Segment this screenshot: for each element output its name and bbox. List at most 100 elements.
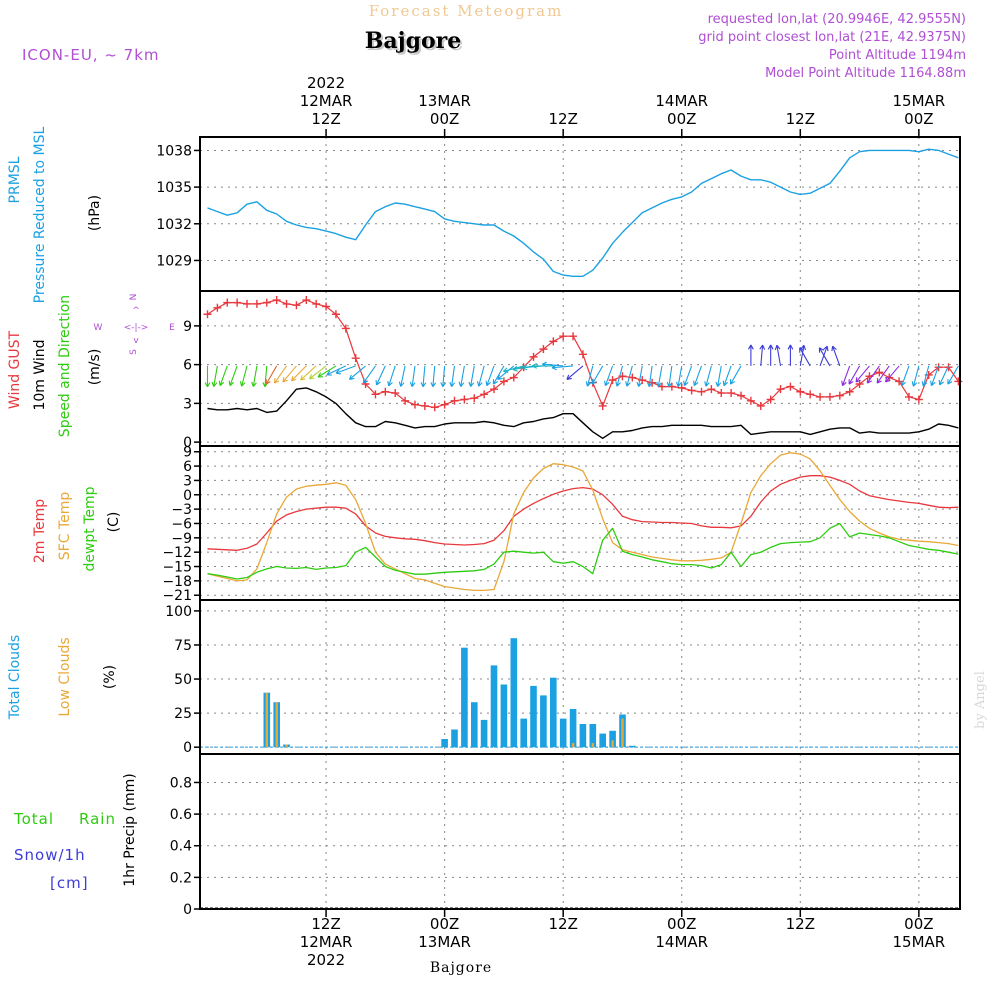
wind-gust-marker [203,310,212,319]
y-tick-label: 1029 [156,253,192,269]
wind-direction-arrow [300,365,317,381]
wind-direction-arrow [693,365,703,387]
wind-direction-arrow [947,365,959,385]
wind-gust-marker [470,394,479,403]
wind-gust-marker [361,380,370,388]
compass-up: ^ [132,306,140,316]
y-tick-label: 1035 [156,180,192,196]
total-cloud-bar [629,745,636,748]
wind-direction-arrow [666,365,673,388]
x-tick-label: 00Z [904,915,933,933]
x-tick-label: 12MAR [300,933,353,951]
wind-gust-marker [233,298,242,307]
wind-direction-arrow [566,365,584,380]
wind-gust-marker [954,377,963,386]
wind-direction-arrow [767,344,774,366]
wind-gust-marker [875,368,884,377]
y-tick-label: 3 [183,396,192,412]
total-cloud-bar [609,730,616,748]
wind-gust-marker [895,377,904,386]
wind-gust-marker [292,301,301,310]
wind-direction-arrow [228,365,238,387]
wind-gust-marker [816,392,825,401]
wind-gust-marker [351,354,360,363]
wind-gust-marker [657,382,666,391]
wind-gust-marker [223,298,232,307]
low-cloud-bar [265,692,268,748]
x-tick-label: 00Z [667,110,696,128]
wind-direction-arrow [911,365,920,387]
wind-direction-arrow [362,365,376,384]
panel-frame [199,136,961,292]
total-cloud-bar [520,718,527,748]
low-cloud-bar [591,743,594,748]
wind-direction-arrow [748,344,754,366]
grid-layer [200,137,960,910]
wind-direction-arrow [476,365,485,387]
wind-gust-marker [490,385,499,394]
wind-direction-arrow [398,365,406,387]
y-tick-label: 0 [183,435,192,451]
wind-10m-label: 10m Wind [32,339,48,410]
pressure-line [207,148,959,277]
frame-layer [194,129,961,917]
wind-direction-arrow [615,365,623,387]
wind-direction-arrow [818,347,831,367]
temp-units: (C) [106,512,122,533]
y-tick-label: 0 [183,740,192,756]
wind-direction-arrow [799,347,811,367]
wind-direction-arrow [430,365,437,388]
wind-direction-arrow [636,365,643,387]
x-tick-label: 13MAR [418,933,471,951]
wind-direction-arrow [774,344,782,367]
pressure-label-1: PRMSL [7,156,23,203]
wind-direction-arrow [492,365,505,385]
wind-direction-arrow [326,365,347,376]
temp-sfc-line [207,452,959,592]
wind-gust-marker [430,403,439,412]
wind-direction-arrow [449,365,456,388]
y-tick-label: −21 [162,588,192,604]
low-cloud-bar [571,743,575,748]
wind-direction-arrow [866,365,880,384]
wind-direction-arrow [938,365,949,386]
wind-direction-arrow [420,365,427,388]
wind-gust-marker [252,299,261,308]
total-cloud-bar [441,739,448,748]
wind-units: (m/s) [87,349,103,386]
bottom-location-label: Bajgore [430,960,492,976]
total-cloud-bar [530,685,537,748]
wind-gust-marker [569,332,578,341]
wind-direction-arrow [211,365,218,387]
x-tick-label: 12Z [786,915,815,933]
wind-direction-arrow [591,365,604,385]
wind-direction-arrow [265,365,278,385]
wind-gust-marker [272,296,281,305]
wind-gust-marker [845,387,854,396]
low-cloud-bar [285,744,288,748]
wind-gust-marker [381,387,390,396]
wind-gust-marker [420,401,429,410]
wind-gust-marker [697,387,706,396]
wind-direction-arrow [308,365,327,380]
y-tick-label: 0 [183,488,192,504]
total-cloud-bar [510,638,518,748]
wind-direction-arrow [683,365,693,387]
compass-south: S [129,349,139,355]
low-cloud-bar [611,740,614,748]
y-tick-label: 100 [165,604,192,620]
wind-direction-arrow [375,365,386,386]
compass-north: N [129,294,139,301]
total-cloud-bar [569,709,577,748]
temp-dewpt-label: dewpt Temp [82,486,98,571]
location-title: Bajgore [365,28,461,54]
precip-units: 1hr Precip (mm) [122,773,138,886]
y-tick-label: 0.8 [170,775,192,791]
wind-gust-marker [598,401,607,410]
wind-gust-marker [480,390,489,399]
wind-direction-arrow [585,365,594,387]
precip-panel-labels: Total Rain Snow/1h [cm] 1hr Precip (mm) [13,773,138,892]
y-tick-label: 0.2 [170,870,192,886]
x-tick-label: 14MAR [655,92,708,110]
